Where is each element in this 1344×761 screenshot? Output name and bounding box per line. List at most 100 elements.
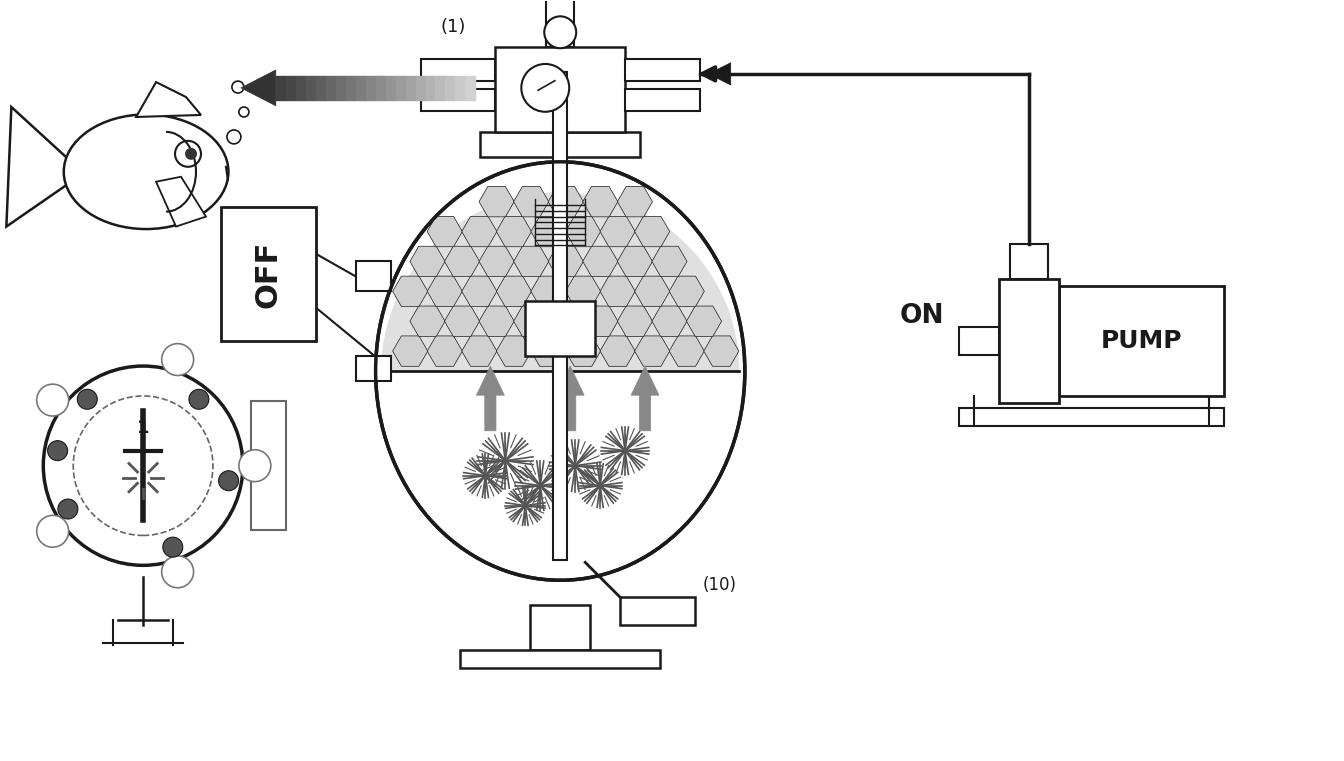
Circle shape: [36, 515, 69, 547]
Polygon shape: [632, 366, 659, 431]
Bar: [1011, 244, 1048, 279]
Polygon shape: [669, 336, 704, 366]
Polygon shape: [566, 276, 601, 307]
Ellipse shape: [63, 114, 228, 229]
Polygon shape: [462, 216, 497, 247]
Polygon shape: [410, 306, 445, 336]
Circle shape: [219, 471, 239, 491]
Polygon shape: [599, 336, 636, 366]
Circle shape: [239, 450, 271, 482]
Polygon shape: [7, 107, 71, 227]
Polygon shape: [496, 216, 531, 247]
Polygon shape: [156, 177, 206, 227]
Polygon shape: [478, 186, 515, 217]
Polygon shape: [687, 306, 722, 336]
Bar: [356, 356, 391, 381]
Text: ON: ON: [900, 303, 945, 330]
Polygon shape: [548, 306, 583, 336]
Circle shape: [47, 441, 67, 460]
Bar: [620, 597, 695, 625]
Bar: [480, 132, 640, 157]
Polygon shape: [617, 306, 652, 336]
Text: 1: 1: [137, 419, 149, 437]
Polygon shape: [566, 216, 601, 247]
Text: (1): (1): [439, 18, 465, 37]
Bar: [356, 262, 391, 291]
Bar: [421, 89, 496, 111]
Polygon shape: [478, 306, 515, 336]
Polygon shape: [513, 186, 548, 217]
Polygon shape: [513, 306, 548, 336]
Circle shape: [161, 344, 194, 375]
Bar: [496, 47, 625, 132]
Polygon shape: [634, 276, 669, 307]
Bar: [960, 408, 1224, 426]
Bar: [220, 207, 316, 341]
Polygon shape: [652, 306, 687, 336]
Polygon shape: [566, 336, 601, 366]
Bar: [461, 650, 660, 668]
Polygon shape: [556, 366, 585, 431]
Polygon shape: [410, 247, 445, 276]
Polygon shape: [531, 336, 566, 366]
Text: OFF: OFF: [254, 240, 282, 307]
Polygon shape: [392, 336, 427, 366]
Polygon shape: [476, 366, 504, 431]
Polygon shape: [634, 216, 669, 247]
Polygon shape: [427, 336, 462, 366]
Polygon shape: [462, 336, 497, 366]
Polygon shape: [669, 276, 704, 307]
Polygon shape: [462, 276, 497, 307]
Polygon shape: [548, 186, 583, 217]
Bar: [625, 89, 700, 111]
Polygon shape: [617, 186, 652, 217]
Polygon shape: [617, 247, 652, 276]
Polygon shape: [704, 336, 739, 366]
Ellipse shape: [375, 162, 745, 581]
Circle shape: [78, 390, 97, 409]
Polygon shape: [599, 216, 636, 247]
Bar: [421, 59, 496, 81]
Circle shape: [43, 366, 243, 565]
Bar: [531, 605, 590, 650]
Circle shape: [58, 499, 78, 519]
Bar: [960, 327, 1000, 355]
Polygon shape: [445, 306, 480, 336]
Circle shape: [544, 16, 577, 48]
Polygon shape: [634, 336, 669, 366]
Polygon shape: [548, 247, 583, 276]
Bar: [546, 0, 574, 47]
Bar: [625, 59, 700, 81]
Polygon shape: [496, 336, 531, 366]
Polygon shape: [531, 276, 566, 307]
Circle shape: [175, 141, 202, 167]
Polygon shape: [513, 247, 548, 276]
Polygon shape: [599, 276, 636, 307]
Circle shape: [161, 556, 194, 587]
Polygon shape: [583, 186, 618, 217]
Polygon shape: [496, 276, 531, 307]
Wedge shape: [382, 193, 739, 371]
Circle shape: [163, 537, 183, 557]
Polygon shape: [652, 247, 687, 276]
Circle shape: [36, 384, 69, 416]
Polygon shape: [241, 70, 276, 106]
Polygon shape: [583, 247, 618, 276]
Text: PUMP: PUMP: [1101, 330, 1183, 353]
Polygon shape: [478, 247, 515, 276]
Polygon shape: [531, 216, 566, 247]
Circle shape: [521, 64, 570, 112]
Bar: [526, 301, 595, 356]
Polygon shape: [427, 216, 462, 247]
Bar: [1059, 286, 1224, 396]
Polygon shape: [392, 276, 427, 307]
Polygon shape: [136, 82, 202, 117]
Circle shape: [190, 390, 208, 409]
Bar: [1000, 279, 1059, 403]
Polygon shape: [445, 247, 480, 276]
Circle shape: [185, 148, 198, 160]
Bar: [251, 401, 286, 530]
Polygon shape: [427, 276, 462, 307]
Bar: [554, 72, 567, 560]
Text: (10): (10): [703, 576, 737, 594]
